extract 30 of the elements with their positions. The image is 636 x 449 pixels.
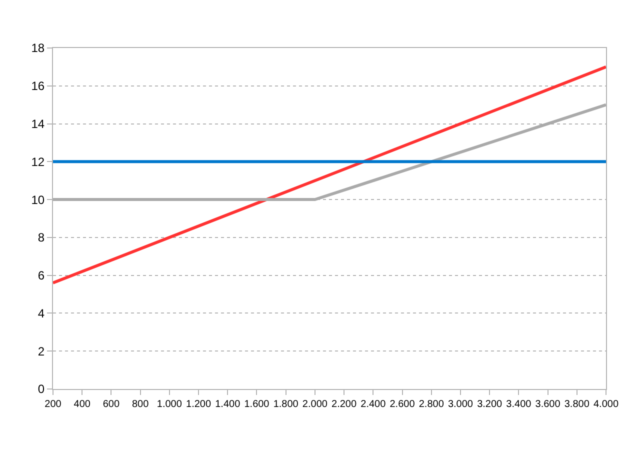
x-tick-label: 2.600 (390, 399, 416, 410)
y-tick-label: 16 (31, 79, 45, 94)
x-tick-label: 2.400 (360, 399, 386, 410)
x-tick-label: 200 (44, 399, 62, 410)
x-tick-label: 600 (102, 399, 120, 410)
x-tick-label: 3.800 (564, 399, 590, 410)
x-tick-label: 400 (74, 399, 91, 410)
x-tick-label: 1.400 (215, 399, 241, 410)
y-tick-label: 14 (31, 116, 45, 131)
y-tick-label: 2 (38, 344, 45, 358)
x-tick-label: 3.200 (477, 399, 503, 410)
x-tick-label: 3.000 (448, 399, 474, 410)
x-tick-label: 1.600 (244, 399, 270, 410)
y-tick-label: 12 (31, 154, 45, 169)
y-tick-label: 8 (38, 230, 45, 245)
x-tick-label: 800 (132, 399, 150, 410)
x-tick-label: 2.800 (418, 399, 444, 410)
x-tick-label: 2.200 (332, 399, 357, 410)
y-tick-label: 18 (31, 41, 45, 56)
y-tick-label: 0 (38, 382, 45, 396)
y-tick-label: 4 (38, 306, 45, 320)
x-tick-label: 3.600 (535, 399, 561, 410)
x-tick-label: 3.400 (506, 399, 532, 410)
y-tick-label: 6 (38, 268, 45, 283)
x-tick-label: 1.000 (156, 399, 182, 410)
x-tick-label: 2.000 (302, 399, 328, 410)
x-tick-label: 4.000 (593, 399, 619, 410)
y-tick-label: 10 (31, 192, 45, 207)
x-tick-label: 1.800 (273, 399, 299, 410)
x-tick-label: 1.200 (186, 399, 212, 410)
